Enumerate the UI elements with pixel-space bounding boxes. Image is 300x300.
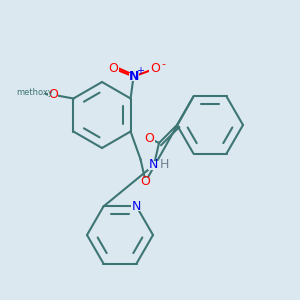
FancyBboxPatch shape — [131, 202, 142, 211]
Text: H: H — [159, 158, 169, 172]
Text: N: N — [128, 70, 139, 83]
FancyBboxPatch shape — [149, 64, 162, 73]
Text: +: + — [136, 67, 144, 76]
Text: N: N — [132, 200, 141, 213]
Text: O: O — [144, 131, 154, 145]
Text: O: O — [49, 88, 58, 101]
Text: N: N — [148, 158, 158, 172]
FancyBboxPatch shape — [23, 88, 45, 97]
FancyBboxPatch shape — [108, 64, 119, 73]
Text: O: O — [141, 175, 151, 188]
FancyBboxPatch shape — [129, 73, 139, 80]
Text: O: O — [151, 62, 160, 75]
Text: O: O — [109, 62, 118, 75]
FancyBboxPatch shape — [48, 91, 59, 98]
FancyBboxPatch shape — [143, 134, 155, 142]
Text: -: - — [162, 59, 166, 70]
FancyBboxPatch shape — [141, 178, 151, 185]
Text: methoxy: methoxy — [16, 88, 53, 97]
FancyBboxPatch shape — [148, 160, 160, 169]
